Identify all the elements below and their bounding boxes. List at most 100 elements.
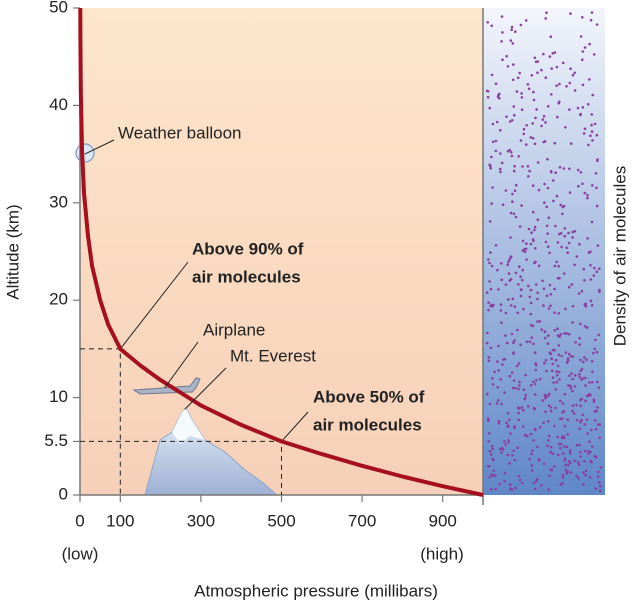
dot: [498, 447, 502, 451]
dot: [525, 124, 528, 127]
dot: [553, 287, 556, 291]
y-tick-label: 0: [59, 484, 68, 503]
dot: [500, 321, 503, 325]
dot: [584, 469, 588, 473]
dot: [491, 447, 495, 451]
dot: [545, 11, 548, 14]
dot: [520, 92, 523, 95]
dot: [578, 375, 581, 379]
dot: [489, 251, 492, 254]
dot: [514, 271, 518, 275]
dot: [556, 327, 559, 331]
dot: [544, 76, 548, 79]
dot: [530, 469, 534, 472]
dot: [503, 391, 506, 394]
dot: [595, 350, 599, 354]
dot: [570, 372, 573, 375]
dot: [584, 376, 587, 380]
dot: [554, 406, 557, 410]
dot: [540, 328, 544, 331]
dot: [501, 203, 505, 206]
dot: [566, 470, 569, 474]
dot: [490, 445, 494, 448]
dot: [530, 231, 533, 234]
dot: [573, 89, 577, 92]
dot: [519, 23, 523, 27]
dot: [566, 359, 570, 362]
dot: [531, 210, 535, 214]
dot: [511, 42, 515, 45]
dot: [559, 399, 562, 403]
dot: [573, 229, 577, 233]
dot: [553, 311, 556, 315]
x-tick-label: 500: [267, 511, 295, 530]
dot: [518, 225, 522, 228]
dot: [553, 348, 556, 352]
dot: [536, 445, 539, 449]
dot: [533, 382, 537, 386]
dot: [513, 189, 517, 192]
dot: [516, 311, 520, 315]
dot: [593, 419, 597, 422]
dot: [487, 440, 490, 443]
dot: [506, 65, 510, 68]
dot: [599, 466, 603, 469]
dot: [486, 417, 490, 420]
dot: [537, 188, 541, 192]
dot: [589, 18, 593, 22]
dot: [568, 191, 572, 194]
dot: [509, 432, 512, 435]
dot: [511, 297, 515, 301]
dot: [516, 328, 519, 332]
dot: [550, 67, 553, 70]
dot: [565, 246, 568, 250]
airplane: [132, 377, 201, 395]
dot: [490, 155, 493, 159]
dot: [565, 361, 569, 364]
dot: [513, 458, 517, 462]
dot: [496, 386, 500, 389]
annotation-leader: [84, 139, 115, 155]
dot: [574, 374, 577, 377]
dot: [544, 240, 548, 244]
dot: [512, 352, 515, 355]
dot: [593, 347, 597, 351]
dot: [571, 304, 575, 308]
dot: [582, 483, 585, 486]
dot: [584, 473, 587, 477]
dot: [553, 329, 557, 332]
dot: [507, 272, 511, 275]
dot: [578, 373, 581, 376]
dot: [569, 355, 573, 358]
dot: [512, 105, 516, 108]
dot: [499, 170, 502, 174]
dot: [596, 406, 599, 409]
dot: [528, 295, 532, 299]
dot: [551, 376, 555, 379]
dot: [583, 303, 587, 307]
dot: [540, 484, 543, 487]
dot: [546, 394, 549, 398]
dot: [509, 211, 513, 215]
dot: [571, 377, 574, 381]
dot: [560, 442, 563, 446]
dot: [520, 108, 524, 111]
dot: [494, 244, 498, 247]
dot: [546, 186, 550, 190]
dot: [494, 82, 498, 85]
dot: [589, 299, 593, 303]
dot: [490, 73, 494, 77]
dot: [489, 453, 493, 456]
dot: [507, 260, 510, 264]
annotation-label: Mt. Everest: [230, 346, 316, 365]
dot: [593, 122, 597, 126]
dot: [598, 436, 601, 440]
dot: [556, 453, 560, 457]
dot: [554, 224, 557, 228]
dot: [507, 439, 510, 442]
dot: [491, 457, 495, 461]
dot: [599, 489, 602, 493]
dot: [568, 374, 571, 378]
dot: [569, 461, 572, 465]
dot: [494, 474, 497, 477]
